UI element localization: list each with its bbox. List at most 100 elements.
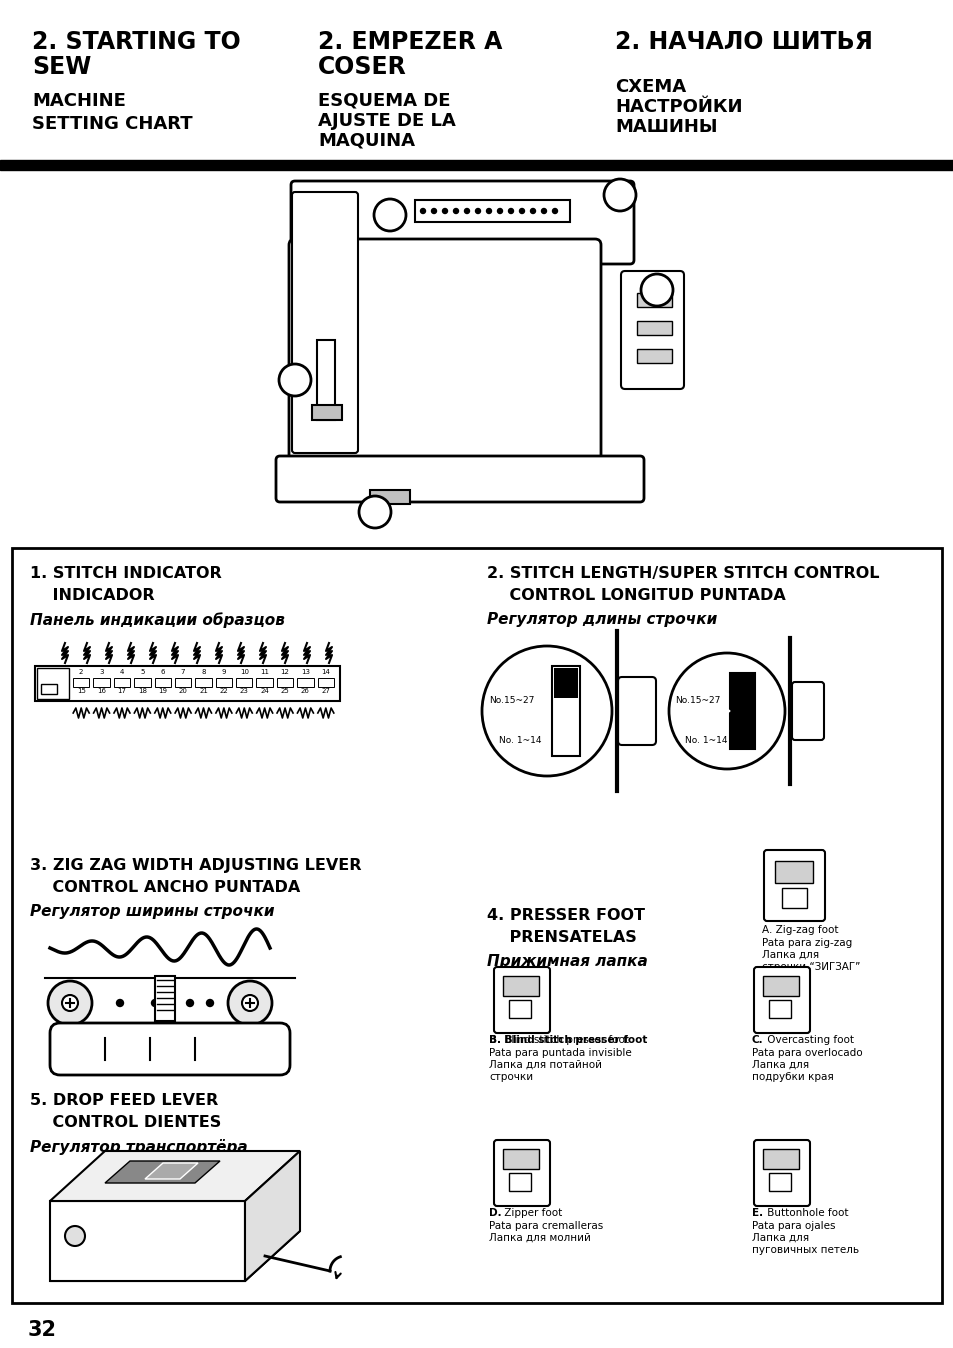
Circle shape xyxy=(640,274,672,306)
Polygon shape xyxy=(721,705,729,717)
FancyBboxPatch shape xyxy=(289,239,600,487)
Bar xyxy=(0,160,953,170)
Text: CONTROL ANCHO PUNTADA: CONTROL ANCHO PUNTADA xyxy=(30,880,300,895)
Text: No. 1~14: No. 1~14 xyxy=(684,736,727,745)
Text: No. 1~14: No. 1~14 xyxy=(498,736,541,745)
Text: Pata para overlocado: Pata para overlocado xyxy=(751,1047,862,1058)
Bar xyxy=(93,678,110,687)
Text: 16: 16 xyxy=(97,687,106,694)
Circle shape xyxy=(668,652,784,768)
FancyBboxPatch shape xyxy=(620,271,683,390)
Text: B. Blind stitch presser foot: B. Blind stitch presser foot xyxy=(489,1035,647,1045)
Text: INDICADOR: INDICADOR xyxy=(30,588,154,603)
Text: B.: B. xyxy=(489,1035,500,1045)
Text: 5: 5 xyxy=(369,510,380,527)
Text: E.: E. xyxy=(751,1208,762,1219)
Text: 20: 20 xyxy=(178,687,188,694)
Circle shape xyxy=(453,209,458,213)
Circle shape xyxy=(206,999,213,1007)
Text: ESQUEMA DE: ESQUEMA DE xyxy=(317,92,450,111)
Text: AJUSTE DE LA: AJUSTE DE LA xyxy=(317,112,456,129)
Bar xyxy=(41,683,57,694)
Bar xyxy=(554,669,578,698)
Text: 24: 24 xyxy=(260,687,269,694)
Circle shape xyxy=(278,364,311,396)
Bar xyxy=(297,678,314,687)
Text: 3: 3 xyxy=(384,212,395,231)
Circle shape xyxy=(374,200,406,231)
Bar xyxy=(195,678,212,687)
Bar xyxy=(154,678,171,687)
Text: 3. ZIG ZAG WIDTH ADJUSTING LEVER: 3. ZIG ZAG WIDTH ADJUSTING LEVER xyxy=(30,857,361,874)
Circle shape xyxy=(116,999,123,1007)
Text: 21: 21 xyxy=(199,687,208,694)
Text: 26: 26 xyxy=(300,687,310,694)
Text: Overcasting foot: Overcasting foot xyxy=(763,1035,853,1045)
Text: 9: 9 xyxy=(221,669,226,675)
Text: Blind stitch presser foot: Blind stitch presser foot xyxy=(500,1035,628,1045)
Bar xyxy=(762,976,799,996)
Text: 3: 3 xyxy=(99,669,104,675)
Circle shape xyxy=(186,999,193,1007)
Text: 11: 11 xyxy=(260,669,269,675)
Text: MACHINE: MACHINE xyxy=(32,92,126,111)
Text: A. Zig-zag foot: A. Zig-zag foot xyxy=(761,925,838,936)
Text: Регулятор ширины строчки: Регулятор ширины строчки xyxy=(30,905,274,919)
Bar xyxy=(113,678,130,687)
Text: 2. STARTING TO: 2. STARTING TO xyxy=(32,30,240,54)
Bar xyxy=(552,666,579,756)
Text: Прижимная лапка: Прижимная лапка xyxy=(486,954,647,969)
Bar xyxy=(256,678,273,687)
Circle shape xyxy=(552,209,557,213)
Circle shape xyxy=(431,209,436,213)
Text: Pata para puntada invisible: Pata para puntada invisible xyxy=(489,1047,631,1058)
Bar xyxy=(12,549,941,1304)
Text: 25: 25 xyxy=(280,687,289,694)
Text: MAQUINA: MAQUINA xyxy=(317,132,415,150)
Polygon shape xyxy=(50,1151,299,1201)
Text: 6: 6 xyxy=(160,669,165,675)
Circle shape xyxy=(530,209,535,213)
FancyBboxPatch shape xyxy=(753,967,809,1033)
Text: 4. PRESSER FOOT: 4. PRESSER FOOT xyxy=(486,909,644,923)
Text: Лапка для: Лапка для xyxy=(751,1060,808,1070)
Text: PRENSATELAS: PRENSATELAS xyxy=(486,930,636,945)
Bar xyxy=(768,1000,790,1018)
Text: 13: 13 xyxy=(300,669,310,675)
Text: 23: 23 xyxy=(239,687,249,694)
FancyBboxPatch shape xyxy=(618,677,656,745)
Circle shape xyxy=(62,995,78,1011)
Polygon shape xyxy=(245,1151,299,1281)
Circle shape xyxy=(242,995,257,1011)
Bar xyxy=(37,669,69,700)
Text: строчки: строчки xyxy=(489,1072,533,1082)
Bar xyxy=(502,976,538,996)
Text: 15: 15 xyxy=(76,687,86,694)
Text: подрубки края: подрубки края xyxy=(751,1072,833,1082)
Circle shape xyxy=(464,209,469,213)
Circle shape xyxy=(541,209,546,213)
Bar xyxy=(509,1000,531,1018)
Polygon shape xyxy=(105,1161,220,1184)
Text: Лапка для: Лапка для xyxy=(751,1233,808,1243)
Text: 4: 4 xyxy=(289,377,300,395)
Text: Лапка для потайной: Лапка для потайной xyxy=(489,1060,601,1070)
Text: D.: D. xyxy=(489,1208,501,1219)
Text: НАСТРОЙКИ: НАСТРОЙКИ xyxy=(615,98,741,116)
Bar xyxy=(502,1148,538,1169)
Bar xyxy=(774,861,812,883)
Bar xyxy=(235,678,253,687)
Bar xyxy=(509,1173,531,1192)
FancyBboxPatch shape xyxy=(292,191,357,453)
Bar xyxy=(174,678,192,687)
Text: 18: 18 xyxy=(137,687,147,694)
Text: 3: 3 xyxy=(561,671,570,685)
FancyBboxPatch shape xyxy=(494,1140,550,1206)
Text: 8: 8 xyxy=(201,669,206,675)
Text: No. 1: No. 1 xyxy=(39,671,62,679)
Text: 17: 17 xyxy=(117,687,127,694)
Bar xyxy=(637,349,671,363)
Circle shape xyxy=(475,209,480,213)
FancyBboxPatch shape xyxy=(791,682,823,740)
Text: 4: 4 xyxy=(561,694,570,708)
